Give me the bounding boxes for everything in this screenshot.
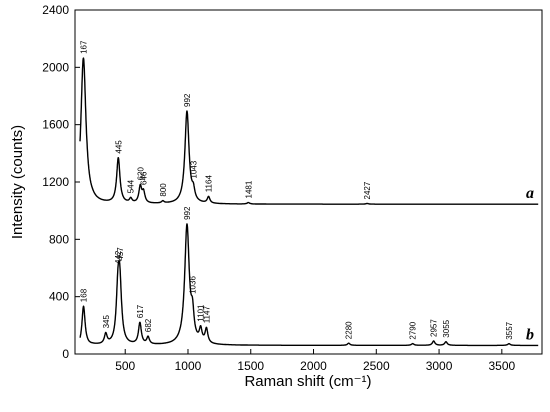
- spectra: [79, 57, 539, 347]
- y-tick-label: 1600: [42, 118, 69, 132]
- peak-label: 620: [136, 167, 145, 181]
- x-tick-label: 3500: [488, 359, 515, 373]
- spectrum-line-b: [79, 223, 539, 347]
- x-tick-label: 3000: [426, 359, 453, 373]
- peak-label: 682: [144, 318, 153, 332]
- y-tick-label: 1200: [42, 175, 69, 189]
- peak-label: 1147: [202, 306, 211, 324]
- peak-label: 992: [183, 206, 192, 220]
- peak-label: 1164: [205, 175, 214, 193]
- peak-label: 2957: [430, 319, 439, 337]
- peak-label: 2427: [363, 181, 372, 199]
- x-tick-label: 1500: [237, 359, 264, 373]
- x-tick-label: 1000: [175, 359, 202, 373]
- peak-label: 3055: [442, 319, 451, 337]
- y-tick-label: 2000: [42, 60, 69, 74]
- peak-label: 544: [127, 179, 136, 193]
- x-axis-title: Raman shift (cm⁻¹): [244, 373, 371, 390]
- x-tick-label: 2000: [300, 359, 327, 373]
- peak-label: 617: [136, 304, 145, 318]
- y-axis: 0 400 800 1200 1600 2000 2400: [42, 3, 80, 361]
- peak-label: 1043: [189, 160, 198, 178]
- y-tick-label: 2400: [42, 3, 69, 17]
- peak-label: 167: [79, 40, 88, 54]
- spectrum-line-a: [79, 57, 539, 205]
- series-tag-a: a: [526, 185, 534, 202]
- peak-label: 1101: [197, 304, 206, 322]
- peak-label: 646: [140, 171, 149, 185]
- peak-label: 3557: [505, 321, 514, 339]
- peak-label: 2790: [409, 321, 418, 339]
- x-axis: 500 1000 1500 2000 2500 3000 3500: [115, 349, 515, 373]
- peak-label: 168: [80, 288, 89, 302]
- x-tick-label: 500: [115, 359, 135, 373]
- y-axis-title: Intensity (counts): [9, 125, 26, 239]
- peak-label: 1036: [189, 276, 198, 294]
- peak-label: 992: [183, 93, 192, 107]
- peak-label: 457: [116, 247, 125, 261]
- peak-label: 2280: [345, 321, 354, 339]
- peak-label: 1481: [244, 180, 253, 198]
- x-tick-label: 2500: [363, 359, 390, 373]
- y-tick-label: 0: [62, 347, 69, 361]
- y-tick-label: 800: [49, 232, 69, 246]
- peak-label: 345: [102, 315, 111, 329]
- peak-label: 445: [114, 140, 123, 154]
- y-tick-label: 400: [49, 290, 69, 304]
- series-tags: ab: [526, 185, 534, 343]
- peak-label: 442: [114, 250, 123, 264]
- peak-label: 800: [159, 183, 168, 197]
- series-tag-b: b: [526, 326, 534, 343]
